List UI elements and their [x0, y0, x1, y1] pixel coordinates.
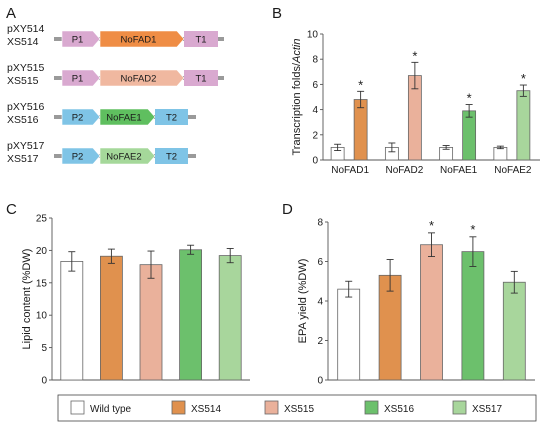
bar [502, 281, 526, 381]
terminator-label: T1 [195, 74, 206, 85]
y-tick-label: 2 [317, 336, 323, 347]
significance-mark: * [358, 77, 363, 92]
promoter-label: P2 [72, 113, 84, 124]
terminator-label: T2 [166, 152, 177, 163]
panel-letter-a: A [6, 5, 16, 22]
terminator-box [184, 70, 218, 86]
y-tick-label: 8 [317, 218, 323, 229]
strain-label: XS517 [7, 153, 39, 165]
promoter-arrow [61, 108, 101, 126]
panel-letter-d: D [282, 201, 293, 218]
x-tick-label: NoFAD1 [331, 165, 369, 176]
gene-label: NoFAD2 [121, 74, 157, 85]
bar [420, 244, 443, 381]
panel-letter-b: B [272, 5, 282, 22]
terminator-box [184, 31, 218, 47]
y-axis-title: Lipid content (%DW) [21, 249, 33, 350]
significance-mark: * [467, 91, 472, 106]
strain-label: XS516 [7, 114, 39, 126]
chart-transcription-folds: 0 2 4 6 8 10 Transcription folds/Actin NoFAD1 * N… [291, 30, 540, 176]
plasmid-label: pXY515 [7, 62, 45, 74]
bar [462, 110, 477, 161]
y-tick-label: 4 [317, 297, 323, 308]
chart-epa-yield: 0 2 4 6 8 EPA yield (%DW) * * [297, 218, 535, 387]
bar [516, 90, 531, 161]
plasmid-label: pXY514 [7, 23, 45, 35]
gene-arrow [99, 30, 185, 48]
bar [493, 146, 508, 161]
gene-label: NoFAD1 [121, 35, 157, 46]
strain-label: XS514 [7, 36, 39, 48]
terminator-box [155, 148, 188, 164]
promoter-arrow [61, 30, 101, 48]
bar [337, 288, 361, 381]
x-tick-label: NoFAE2 [494, 165, 532, 176]
gene-arrow [99, 108, 156, 126]
plasmid-label: pXY516 [7, 101, 45, 113]
y-tick-label: 5 [41, 343, 47, 354]
legend-swatch [264, 400, 279, 415]
bar [353, 99, 368, 161]
y-tick-label: 10 [307, 30, 319, 41]
y-axis-title-italic: Actin [291, 39, 303, 64]
terminator-label: T2 [166, 113, 177, 124]
promoter-label: P1 [72, 74, 84, 85]
gene-label: NoFAE1 [106, 113, 141, 124]
significance-mark: * [521, 71, 526, 86]
strain-label: XS515 [7, 75, 39, 87]
significance-mark: * [470, 222, 475, 237]
y-axis-title-plain: Transcription folds/ [291, 62, 303, 155]
gene-label: NoFAE2 [106, 152, 141, 163]
y-axis-title: EPA yield (%DW) [297, 259, 309, 344]
promoter-arrow [61, 69, 101, 87]
bar [100, 255, 123, 381]
bar [218, 255, 242, 381]
legend-swatch [171, 400, 186, 415]
promoter-label: P1 [72, 35, 84, 46]
terminator-label: T1 [195, 35, 206, 46]
bar [461, 251, 485, 381]
legend-label: Wild type [90, 404, 132, 415]
plasmid-label: pXY517 [7, 140, 45, 152]
panel-letter-c: C [6, 201, 17, 218]
chart-lipid-content: 0 5 10 15 20 25 Lipid content (%DW) [21, 214, 250, 387]
legend-label: XS514 [191, 404, 221, 415]
y-tick-label: 25 [36, 214, 48, 225]
y-tick-label: 6 [317, 257, 323, 268]
y-tick-label: 6 [312, 80, 318, 91]
legend-swatch [452, 400, 467, 415]
y-axis-title: Transcription folds/Actin [291, 39, 303, 156]
y-tick-label: 2 [312, 130, 318, 141]
promoter-label: P2 [72, 152, 84, 163]
y-tick-label: 15 [36, 278, 48, 289]
promoter-arrow [61, 147, 101, 165]
legend-label: XS515 [284, 404, 314, 415]
bar [139, 264, 163, 381]
legend-label: XS517 [472, 404, 502, 415]
x-tick-label: NoFAD2 [385, 165, 423, 176]
legend-swatch [364, 400, 379, 415]
gene-arrow [99, 147, 156, 165]
terminator-box [155, 109, 188, 125]
gene-arrow [99, 69, 185, 87]
y-tick-label: 20 [36, 246, 48, 257]
significance-mark: * [429, 218, 434, 233]
y-tick-label: 0 [317, 376, 323, 387]
legend: Wild type XS514 XS515 XS516 XS517 [57, 394, 537, 422]
bar [179, 249, 203, 381]
significance-mark: * [412, 48, 417, 63]
y-tick-label: 0 [312, 156, 318, 167]
bar [60, 261, 84, 381]
y-tick-label: 4 [312, 105, 318, 116]
y-tick-label: 8 [312, 55, 318, 66]
legend-swatch [70, 400, 85, 415]
x-tick-label: NoFAE1 [440, 165, 478, 176]
legend-label: XS516 [384, 404, 414, 415]
y-tick-label: 0 [41, 376, 47, 387]
y-tick-label: 10 [36, 311, 48, 322]
